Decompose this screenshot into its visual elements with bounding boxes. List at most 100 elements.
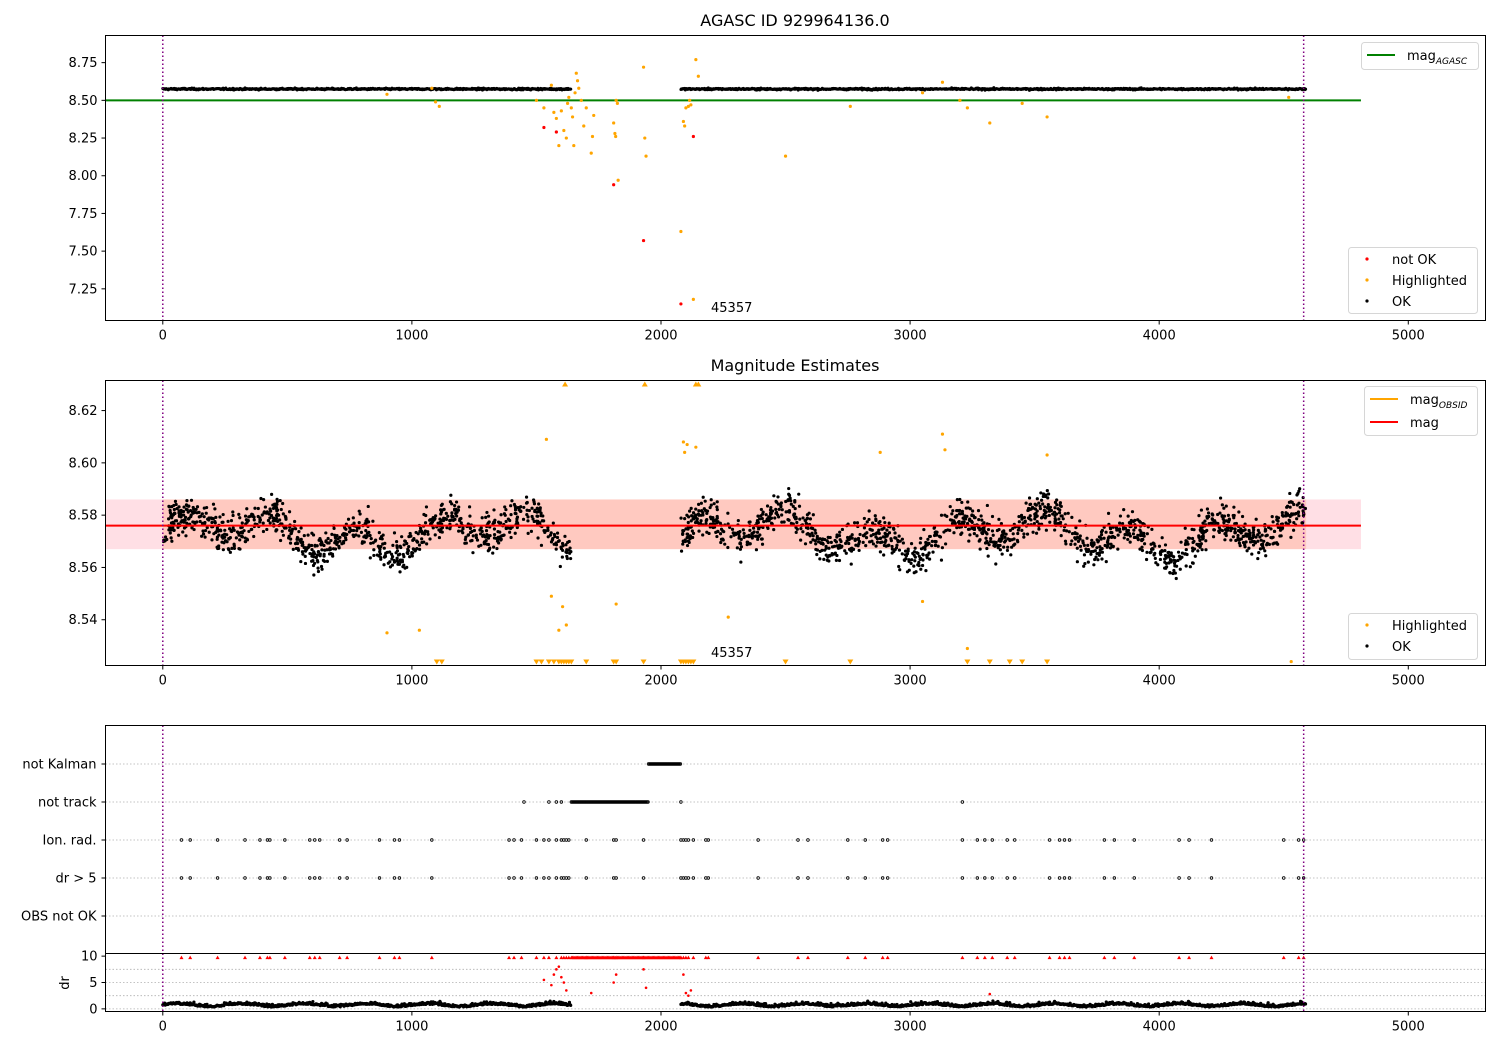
- estimates-ok-point: [1226, 513, 1230, 518]
- estimates-ok-point: [1145, 532, 1149, 536]
- estimates-ok-point: [776, 495, 780, 499]
- estimates-ok-point: [555, 535, 560, 540]
- estimates-ok-point: [466, 533, 471, 537]
- estimates-ok-point: [875, 537, 880, 541]
- estimates-ok-point: [451, 518, 455, 522]
- estimates-ok-point: [508, 518, 512, 523]
- estimates-ok-point: [220, 520, 224, 524]
- agasc-highlighted-point: [683, 124, 687, 128]
- estimates-ok-point: [390, 563, 394, 567]
- estimates-ok-point: [784, 510, 788, 514]
- estimates-ok-point: [878, 536, 882, 541]
- estimates-ok-point: [172, 507, 176, 512]
- estimates-ok-point: [978, 547, 982, 551]
- estimates-ok-point: [559, 547, 564, 551]
- estimates-ok-point: [275, 502, 279, 506]
- estimates-ok-point: [801, 530, 805, 534]
- estimates-ok-point: [182, 505, 186, 509]
- estimates-ok-point: [395, 549, 400, 553]
- estimates-ok-point: [844, 541, 848, 545]
- estimates-ok-point: [1205, 528, 1209, 533]
- estimates-ok-point: [1229, 538, 1233, 542]
- estimates-ok-point: [243, 514, 248, 518]
- estimates-ok-point: [882, 516, 886, 520]
- estimates-ok-point: [389, 552, 394, 556]
- estimates-ok-point: [1187, 536, 1192, 540]
- estimates-ok-point: [294, 546, 298, 551]
- ion-rad-point: [1005, 838, 1009, 842]
- agasc-ok-point: [569, 87, 573, 91]
- dr-gt5-point: [1067, 876, 1072, 880]
- estimates-ok-point: [1132, 535, 1136, 540]
- estimates-ok-point: [234, 536, 238, 540]
- estimates-ok-point: [204, 511, 208, 515]
- estimates-ok-point: [754, 548, 759, 552]
- estimates-ok-point: [684, 527, 688, 531]
- estimates-clipped-down-marker: [583, 659, 590, 665]
- estimates-ok-point: [1183, 526, 1187, 530]
- estimates-ok-point: [1128, 534, 1132, 538]
- estimates-ok-point: [236, 531, 240, 535]
- estimates-ok-point: [444, 511, 448, 515]
- estimates-ok-point: [319, 543, 323, 547]
- estimates-ok-point: [824, 553, 828, 557]
- estimates-ok-point: [1037, 501, 1041, 505]
- estimates-ok-point: [395, 544, 399, 548]
- estimates-ok-point: [231, 510, 235, 514]
- estimates-ok-point: [868, 527, 872, 531]
- estimates-ok-point: [1193, 554, 1197, 558]
- estimates-ok-point: [1167, 561, 1171, 565]
- estimates-ok-point: [893, 547, 897, 552]
- estimates-ok-point: [730, 527, 735, 531]
- estimates-ok-point: [550, 538, 554, 542]
- estimates-ok-point: [980, 518, 984, 522]
- estimates-ok-point: [958, 497, 962, 502]
- estimates-ok-point: [225, 540, 229, 544]
- estimates-ok-point: [303, 554, 307, 558]
- estimates-ok-point: [536, 519, 540, 523]
- estimates-ok-point: [917, 554, 921, 558]
- estimates-ok-point: [779, 501, 783, 505]
- estimates-ok-point: [231, 513, 235, 518]
- estimates-ok-point: [1053, 506, 1057, 510]
- estimates-ok-point: [371, 519, 375, 523]
- estimates-ok-point: [436, 521, 440, 525]
- estimates-ok-point: [917, 560, 921, 565]
- legend-not-ok-marker: [1365, 257, 1369, 261]
- estimates-clipped-down-marker: [533, 659, 540, 665]
- estimates-ok-point: [343, 536, 348, 540]
- estimates-ok-point: [1248, 540, 1253, 544]
- estimates-ok-point: [1034, 503, 1038, 507]
- estimates-ok-point: [1168, 570, 1172, 575]
- estimates-ok-point: [169, 536, 173, 540]
- estimates-ok-point: [293, 542, 298, 546]
- estimates-ok-point: [552, 532, 557, 537]
- agasc-highlighted-point: [437, 104, 441, 108]
- estimates-ok-point: [516, 521, 520, 525]
- estimates-ok-point: [1192, 539, 1196, 544]
- estimates-ok-point: [318, 537, 322, 541]
- estimates-ok-point: [504, 519, 508, 524]
- ion-rad-point: [1282, 838, 1286, 842]
- agasc-highlighted-point: [385, 92, 389, 96]
- agasc-highlighted-point: [679, 229, 683, 234]
- estimates-ok-point: [411, 547, 416, 551]
- estimates-ok-point: [448, 500, 453, 504]
- estimates-ok-point: [918, 541, 922, 545]
- estimates-ok-point: [538, 507, 542, 511]
- estimates-ok-point: [755, 530, 760, 534]
- estimates-ok-point: [980, 531, 984, 535]
- estimates-ok-point: [568, 546, 572, 550]
- estimates-ok-point: [878, 550, 882, 554]
- estimates-ok-point: [240, 535, 244, 539]
- estimates-ok-point: [400, 558, 404, 562]
- estimates-ok-point: [913, 559, 917, 563]
- estimates-highlighted-point: [1289, 659, 1293, 664]
- estimates-ok-point: [326, 536, 330, 541]
- estimates-ok-point: [952, 520, 957, 524]
- estimates-ok-point: [1247, 532, 1251, 537]
- estimates-ok-point: [1130, 510, 1135, 514]
- estimates-ok-point: [944, 542, 948, 546]
- agasc-highlighted-point: [564, 136, 568, 140]
- estimates-ok-point: [560, 555, 564, 559]
